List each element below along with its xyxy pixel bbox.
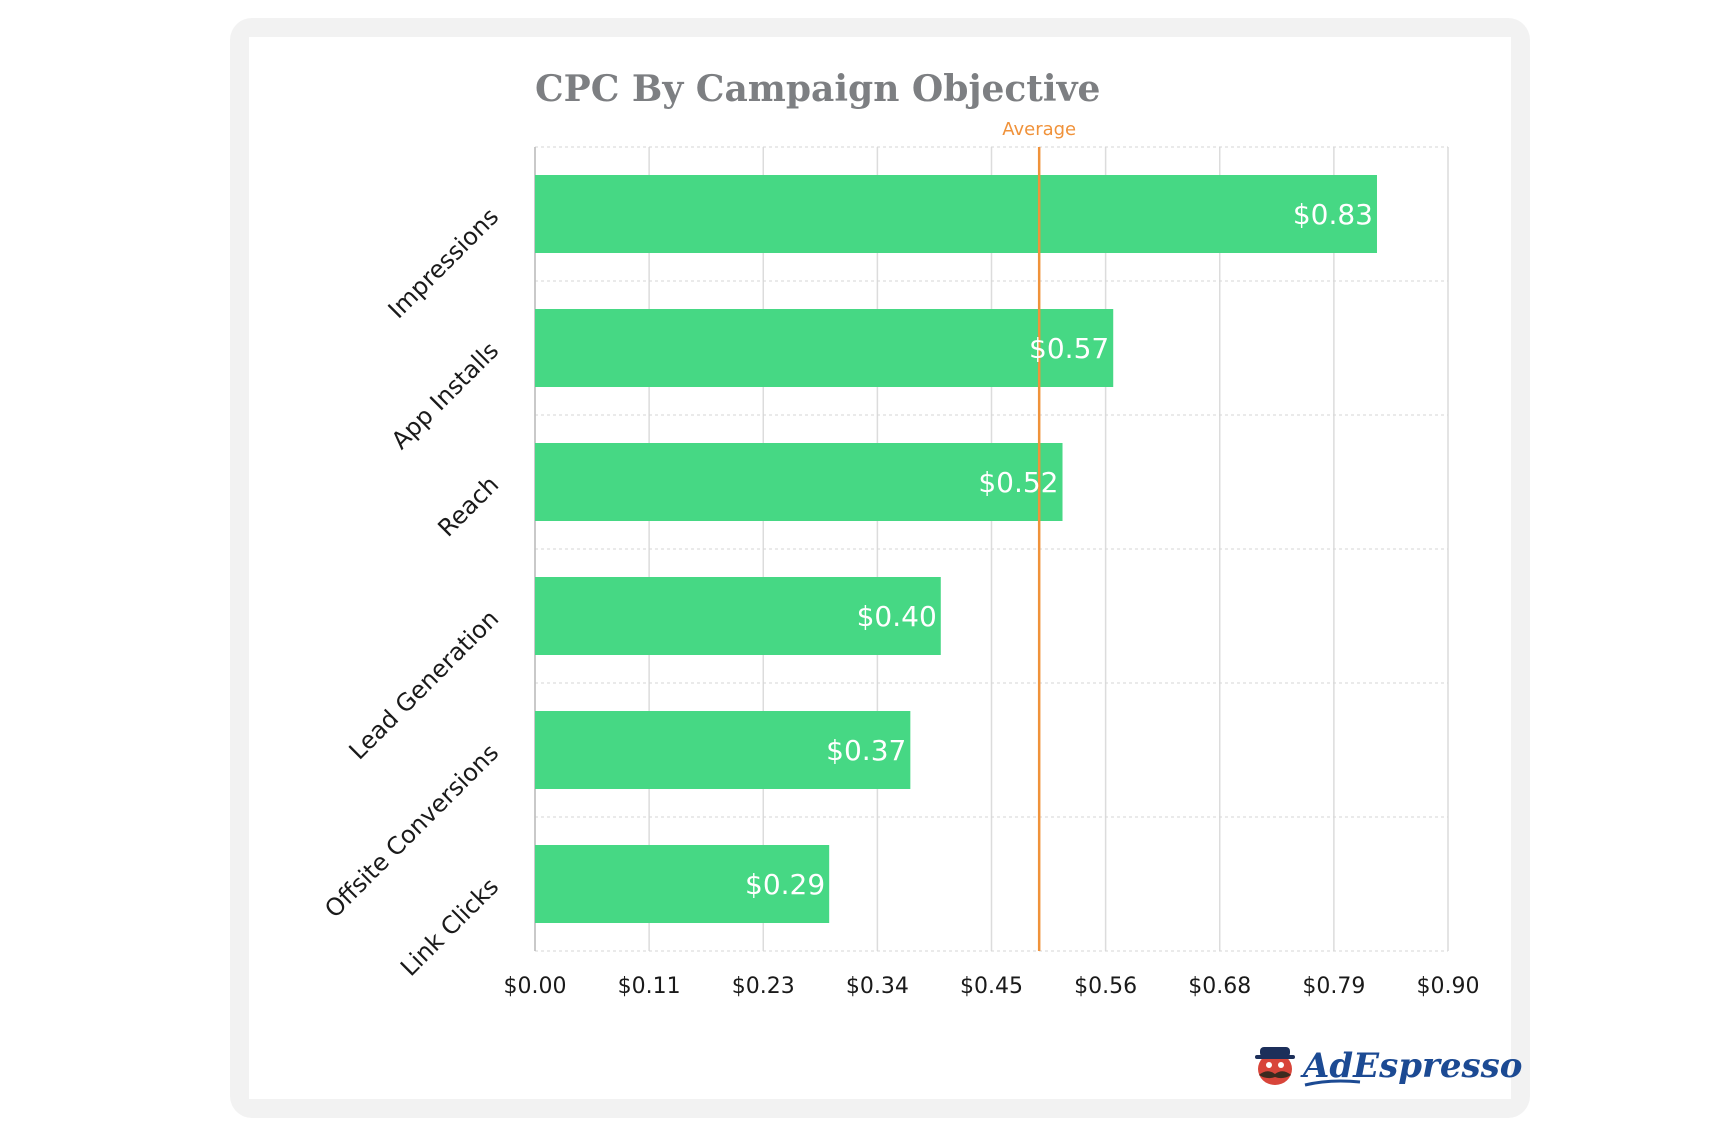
chart-title: CPC By Campaign Objective [535, 68, 1100, 110]
category-label: Impressions [383, 202, 505, 324]
x-tick-label: $0.11 [618, 974, 681, 999]
bar [535, 309, 1114, 387]
category-label: App Installs [386, 336, 504, 454]
bar [535, 845, 830, 923]
bar-value-label: $0.37 [826, 734, 906, 767]
bar-value-label: $0.57 [1029, 332, 1109, 365]
brand-name: AdEspresso [1300, 1046, 1523, 1086]
category-label: Lead Generation [344, 604, 505, 765]
category-label: Link Clicks [395, 872, 504, 981]
average-layer: Average [1002, 119, 1076, 951]
x-tick-label: $0.45 [960, 974, 1023, 999]
bar-value-label: $0.52 [978, 466, 1058, 499]
grid-layer [534, 146, 1449, 952]
x-tick-label: $0.56 [1074, 974, 1137, 999]
x-tick-label: $0.23 [732, 974, 795, 999]
x-tick-label: $0.68 [1188, 974, 1251, 999]
bar [535, 577, 941, 655]
mustache-mascot-icon [1255, 1047, 1295, 1085]
x-tick-label: $0.34 [846, 974, 909, 999]
bar [535, 711, 911, 789]
x-tick-label: $0.90 [1417, 974, 1480, 999]
average-label: Average [1002, 119, 1076, 140]
bar-value-label: $0.40 [857, 600, 937, 633]
bar-value-label: $0.29 [745, 868, 825, 901]
brand-logo: AdEspresso [1255, 1046, 1523, 1087]
category-label: Reach [432, 470, 504, 542]
bar [535, 175, 1377, 253]
bar [535, 443, 1063, 521]
x-tick-label: $0.00 [504, 974, 567, 999]
bar-layer [535, 175, 1377, 923]
x-tick-label: $0.79 [1302, 974, 1365, 999]
bar-value-label: $0.83 [1293, 198, 1373, 231]
